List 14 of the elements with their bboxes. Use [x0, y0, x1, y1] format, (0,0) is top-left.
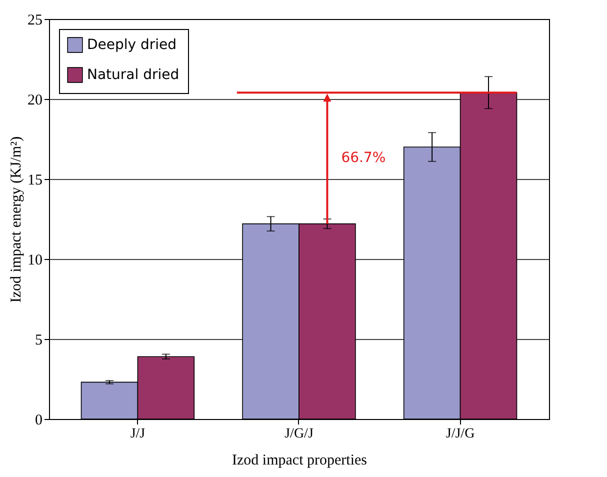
y-tick-label: 20 — [28, 92, 42, 108]
x-tick-label: J/J — [130, 426, 146, 442]
annotation: 66.7% — [341, 150, 386, 166]
y-tick-label: 25 — [28, 12, 42, 28]
y-tick-label: 15 — [28, 172, 42, 188]
y-tick-label: 10 — [28, 252, 42, 268]
x-tick-label: J/G/J — [284, 426, 314, 442]
legend-label: Deeply dried — [87, 37, 177, 53]
x-tick-label: J/J/G — [446, 426, 475, 442]
y-axis-title: Izod impact energy (KJ/m²) — [8, 136, 24, 303]
y-tick-label: 0 — [35, 412, 42, 428]
x-axis-title: Izod impact properties — [232, 452, 368, 468]
legend-label: Natural dried — [87, 67, 180, 83]
y-tick-label: 5 — [35, 332, 42, 348]
